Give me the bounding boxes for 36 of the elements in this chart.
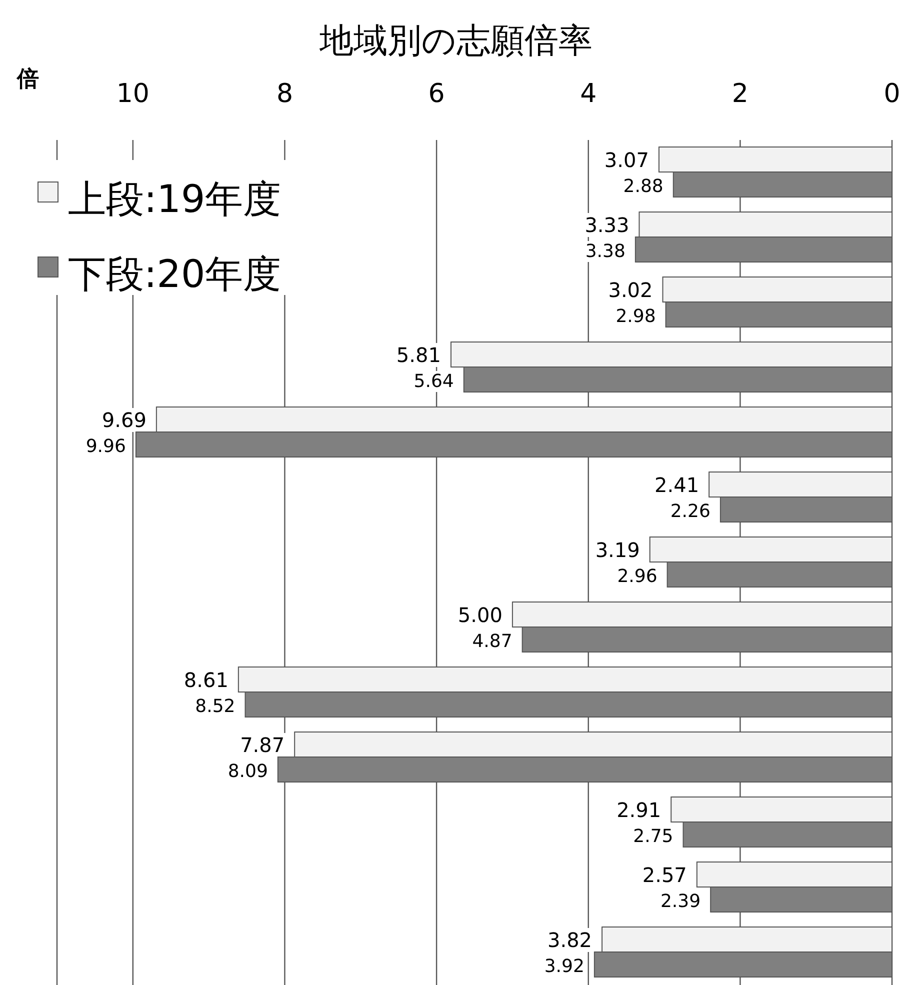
chart-title: 地域別の志願倍率 (318, 21, 592, 61)
x-tick-label: 6 (428, 79, 445, 109)
data-label: 2.39 (660, 891, 701, 912)
legend-label: 下段:20年度 (68, 252, 282, 296)
data-label: 3.02 (608, 278, 653, 302)
legend-label: 上段:19年度 (68, 177, 282, 221)
data-label: 5.64 (414, 371, 454, 392)
x-tick-label: 8 (276, 79, 293, 109)
x-axis-title: 倍 (16, 67, 39, 92)
data-label: 8.52 (195, 696, 236, 717)
data-label: 3.33 (584, 213, 630, 237)
data-label: 8.09 (228, 761, 268, 782)
data-label: 3.82 (547, 928, 592, 952)
data-label: 2.57 (642, 863, 687, 887)
x-tick-label: 10 (116, 79, 150, 109)
data-label: 5.00 (458, 603, 502, 627)
data-label: 2.75 (633, 826, 674, 847)
data-label: 3.07 (604, 148, 649, 172)
data-label: 4.87 (472, 631, 512, 652)
x-tick-label: 2 (732, 79, 748, 109)
data-label: 7.87 (240, 733, 285, 757)
data-label: 3.38 (585, 241, 626, 262)
data-label: 2.41 (654, 473, 700, 497)
data-label: 2.98 (616, 306, 656, 327)
data-label: 2.96 (617, 566, 658, 587)
data-label: 2.88 (623, 176, 664, 197)
data-label: 5.81 (396, 343, 441, 367)
data-label: 2.91 (616, 798, 662, 822)
data-label: 9.69 (102, 408, 146, 432)
x-tick-label: 0 (884, 79, 900, 109)
data-label: 3.19 (595, 538, 640, 562)
data-label: 9.96 (86, 436, 126, 457)
x-tick-label: 4 (580, 79, 597, 109)
data-label: 8.61 (184, 668, 228, 692)
data-label: 2.26 (670, 501, 710, 522)
data-label: 3.92 (544, 956, 584, 977)
